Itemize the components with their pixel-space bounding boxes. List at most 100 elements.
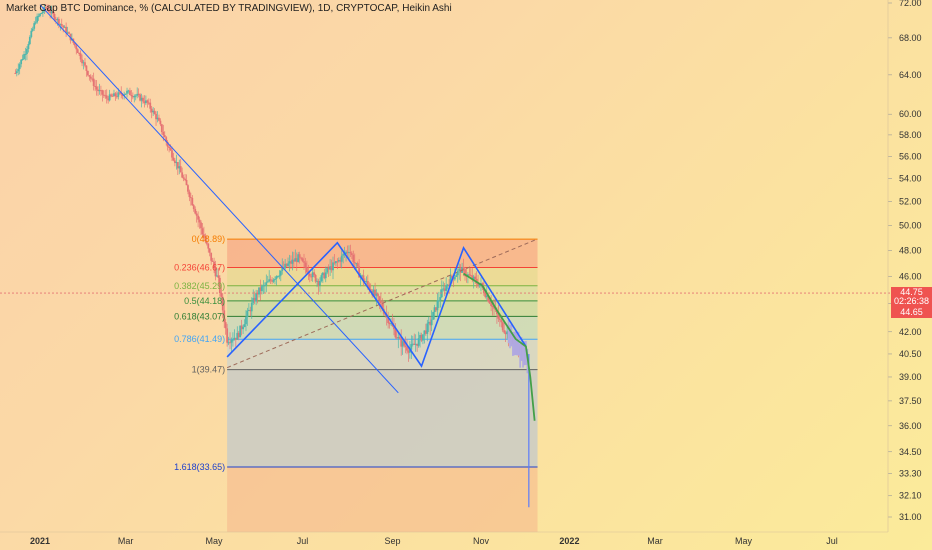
candle-body: [227, 342, 230, 344]
candle-body: [60, 23, 63, 26]
candle-body: [68, 32, 70, 34]
candle-body: [335, 261, 337, 264]
candle-body: [262, 285, 265, 287]
fib-level-label: 0.786(41.49): [174, 334, 225, 344]
candle-body: [301, 258, 304, 262]
candle-body: [327, 268, 330, 270]
candle-body: [88, 75, 91, 77]
fib-zone: [227, 285, 538, 301]
candle-body: [501, 322, 504, 331]
chart-title: Market Cap BTC Dominance, % (CALCULATED …: [6, 3, 452, 14]
candle-body: [368, 284, 371, 290]
candle-body: [268, 279, 271, 282]
candle-body: [311, 272, 314, 278]
candle-body: [18, 64, 21, 70]
candle-body: [36, 16, 38, 23]
candle-body: [448, 284, 450, 286]
price-tick-label: 31.00: [899, 512, 922, 522]
fib-lines: [227, 238, 538, 468]
candle-body: [239, 325, 242, 338]
price-tick-label: 37.50: [899, 396, 922, 406]
time-tick-label: Jul: [297, 536, 309, 546]
trend-lines: [0, 4, 890, 508]
candle-body: [31, 28, 34, 31]
candle-body: [490, 303, 493, 307]
candle-body: [89, 76, 92, 79]
candle-body: [20, 59, 23, 65]
candle-body: [197, 215, 200, 220]
candle-body: [310, 276, 313, 278]
candle-body: [156, 117, 159, 120]
candle-body: [98, 90, 101, 92]
candle-body: [216, 275, 218, 277]
candle-body: [126, 90, 128, 94]
candle-body: [330, 266, 333, 271]
candle-body: [279, 270, 282, 276]
candle-body: [435, 307, 437, 311]
candle-body: [365, 280, 368, 282]
candle-body: [184, 178, 186, 180]
price-tick-label: 56.00: [899, 151, 922, 161]
candle-body: [210, 252, 213, 261]
time-tick-label: May: [735, 536, 753, 546]
candle-body: [201, 228, 204, 235]
candle-body: [124, 93, 127, 95]
candle-body: [287, 263, 289, 266]
candle-body: [107, 98, 110, 101]
candle-body: [75, 45, 78, 50]
candle-body: [304, 262, 307, 268]
candle-body: [240, 325, 243, 330]
price-tick-label: 34.50: [899, 447, 922, 457]
candle-body: [356, 263, 359, 267]
candle-body: [218, 277, 221, 294]
candle-body: [295, 258, 298, 263]
candle-body: [143, 101, 146, 104]
candle-body: [23, 54, 25, 60]
candle-body: [207, 243, 210, 249]
candle-body: [424, 330, 427, 334]
candle-body: [172, 157, 175, 161]
candle-body: [430, 319, 433, 326]
candle-body: [408, 349, 411, 353]
candle-body: [453, 276, 456, 280]
candle-body: [332, 262, 334, 271]
candle-body: [140, 97, 143, 101]
candle-body: [159, 120, 162, 125]
candle-body: [426, 323, 429, 334]
candle-body: [394, 329, 397, 338]
candle-body: [414, 343, 417, 345]
candle-body: [361, 275, 363, 277]
candle-body: [372, 289, 375, 296]
candle-body: [381, 303, 384, 309]
candle-body: [78, 52, 81, 54]
candle-body: [263, 285, 266, 287]
candle-body: [290, 261, 292, 264]
candle-body: [139, 94, 141, 101]
candle-body: [261, 286, 263, 292]
candle-body: [488, 301, 491, 304]
candle-body: [92, 78, 95, 86]
candle-body: [308, 273, 311, 277]
candle-body: [26, 48, 28, 54]
candle-body: [246, 310, 249, 318]
candle-body: [439, 297, 442, 301]
price-tick-label: 72.00: [899, 0, 922, 8]
price-tick-label: 40.50: [899, 349, 922, 359]
candle-body: [47, 9, 50, 12]
candle-body: [358, 266, 361, 278]
candle-body: [467, 274, 469, 277]
candle-body: [195, 213, 198, 216]
candle-body: [252, 297, 255, 303]
fib-diagonal: [226, 238, 538, 369]
candle-body: [50, 11, 53, 14]
candle-body: [274, 278, 276, 280]
candle-body: [233, 337, 236, 340]
candle-body: [65, 26, 68, 33]
candle-body: [284, 263, 287, 269]
candle-body: [82, 62, 85, 64]
candle-body: [242, 327, 244, 330]
price-tick-label: 36.00: [899, 421, 922, 431]
candle-body: [81, 59, 83, 64]
